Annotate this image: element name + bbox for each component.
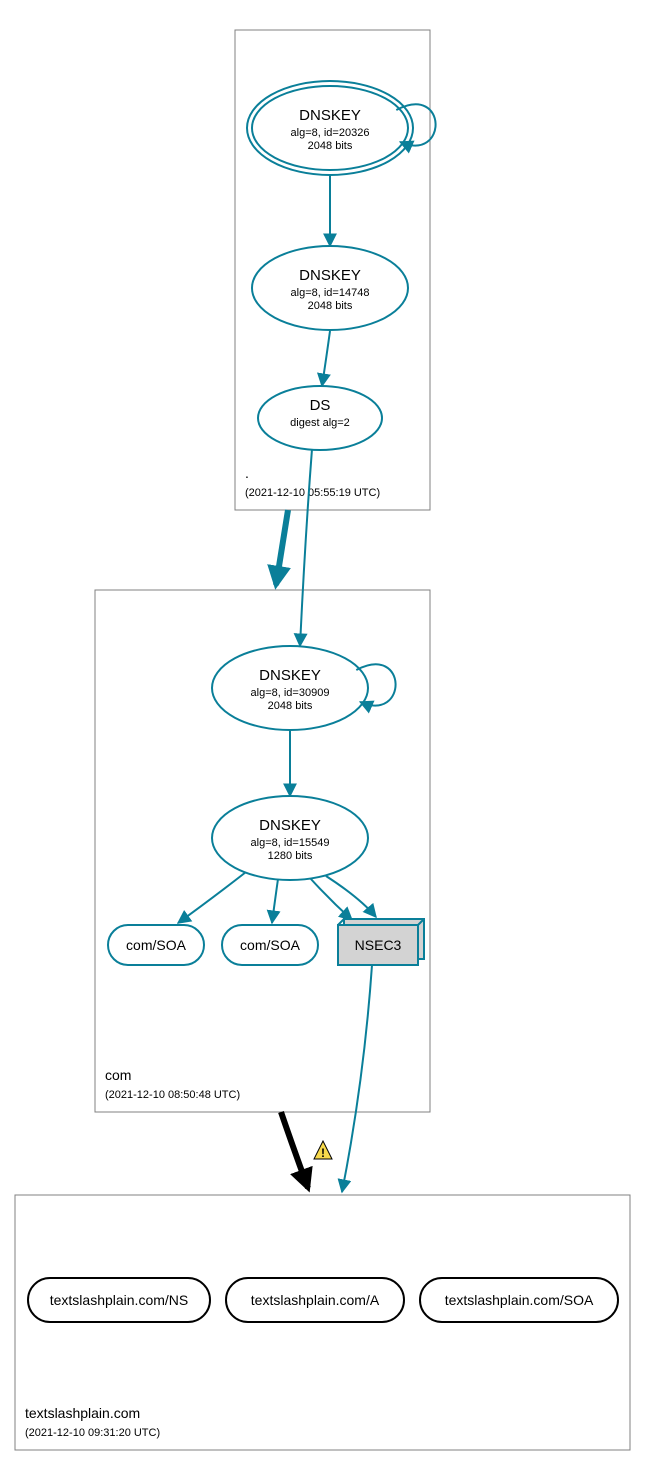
svg-text:alg=8, id=15549: alg=8, id=15549 — [251, 837, 330, 849]
rrset-leaf_ns: textslashplain.com/NS — [28, 1278, 210, 1322]
warning-icon: ! — [314, 1141, 332, 1160]
rrset-com_soa1: com/SOA — [108, 925, 204, 965]
svg-text:!: ! — [321, 1146, 325, 1160]
svg-text:2048 bits: 2048 bits — [308, 300, 353, 312]
svg-text:DNSKEY: DNSKEY — [259, 667, 321, 684]
delegation-edge — [276, 510, 288, 585]
svg-text:DNSKEY: DNSKEY — [299, 107, 361, 124]
svg-text:textslashplain.com: textslashplain.com — [25, 1405, 140, 1421]
svg-text:textslashplain.com/A: textslashplain.com/A — [251, 1292, 380, 1308]
node-root_ksk: DNSKEY alg=8, id=203262048 bits — [247, 81, 436, 175]
sig-edge — [310, 878, 352, 920]
svg-text:alg=8, id=20326: alg=8, id=20326 — [291, 127, 370, 139]
svg-text:textslashplain.com/NS: textslashplain.com/NS — [50, 1292, 189, 1308]
svg-text:digest alg=2: digest alg=2 — [290, 417, 350, 429]
svg-text:NSEC3: NSEC3 — [355, 937, 402, 953]
svg-text:(2021-12-10 09:31:20 UTC): (2021-12-10 09:31:20 UTC) — [25, 1427, 160, 1439]
svg-text:DNSKEY: DNSKEY — [299, 267, 361, 284]
dnssec-diagram: . (2021-12-10 05:55:19 UTC) com (2021-12-10… — [0, 0, 645, 1473]
rrset-nsec3: NSEC3 — [338, 919, 424, 965]
rrset-leaf_a: textslashplain.com/A — [226, 1278, 404, 1322]
svg-text:alg=8, id=30909: alg=8, id=30909 — [251, 687, 330, 699]
svg-text:(2021-12-10 05:55:19 UTC): (2021-12-10 05:55:19 UTC) — [245, 487, 380, 499]
svg-text:.: . — [245, 465, 249, 481]
sig-edge — [300, 449, 312, 646]
sig-edge — [322, 331, 330, 386]
svg-text:com: com — [105, 1067, 131, 1083]
svg-text:textslashplain.com/SOA: textslashplain.com/SOA — [445, 1292, 594, 1308]
rrset-leaf_soa: textslashplain.com/SOA — [420, 1278, 618, 1322]
sig-edge — [326, 876, 376, 917]
svg-text:alg=8, id=14748: alg=8, id=14748 — [291, 287, 370, 299]
sig-edge — [178, 872, 246, 923]
delegation-edge — [281, 1112, 308, 1188]
svg-text:DNSKEY: DNSKEY — [259, 817, 321, 834]
svg-text:DS: DS — [310, 397, 331, 414]
svg-text:(2021-12-10 08:50:48 UTC): (2021-12-10 08:50:48 UTC) — [105, 1089, 240, 1101]
sig-edge — [342, 965, 372, 1192]
svg-text:2048 bits: 2048 bits — [308, 140, 353, 152]
svg-text:1280 bits: 1280 bits — [268, 850, 313, 862]
sig-edge — [272, 879, 278, 923]
node-com_ksk: DNSKEY alg=8, id=309092048 bits — [212, 646, 396, 730]
svg-text:com/SOA: com/SOA — [126, 937, 187, 953]
svg-text:com/SOA: com/SOA — [240, 937, 301, 953]
node-com_zsk: DNSKEY alg=8, id=155491280 bits — [212, 796, 368, 880]
node-root_ds: DS digest alg=2 — [258, 386, 382, 450]
node-root_zsk: DNSKEY alg=8, id=147482048 bits — [252, 246, 408, 330]
svg-text:2048 bits: 2048 bits — [268, 700, 313, 712]
rrset-com_soa2: com/SOA — [222, 925, 318, 965]
